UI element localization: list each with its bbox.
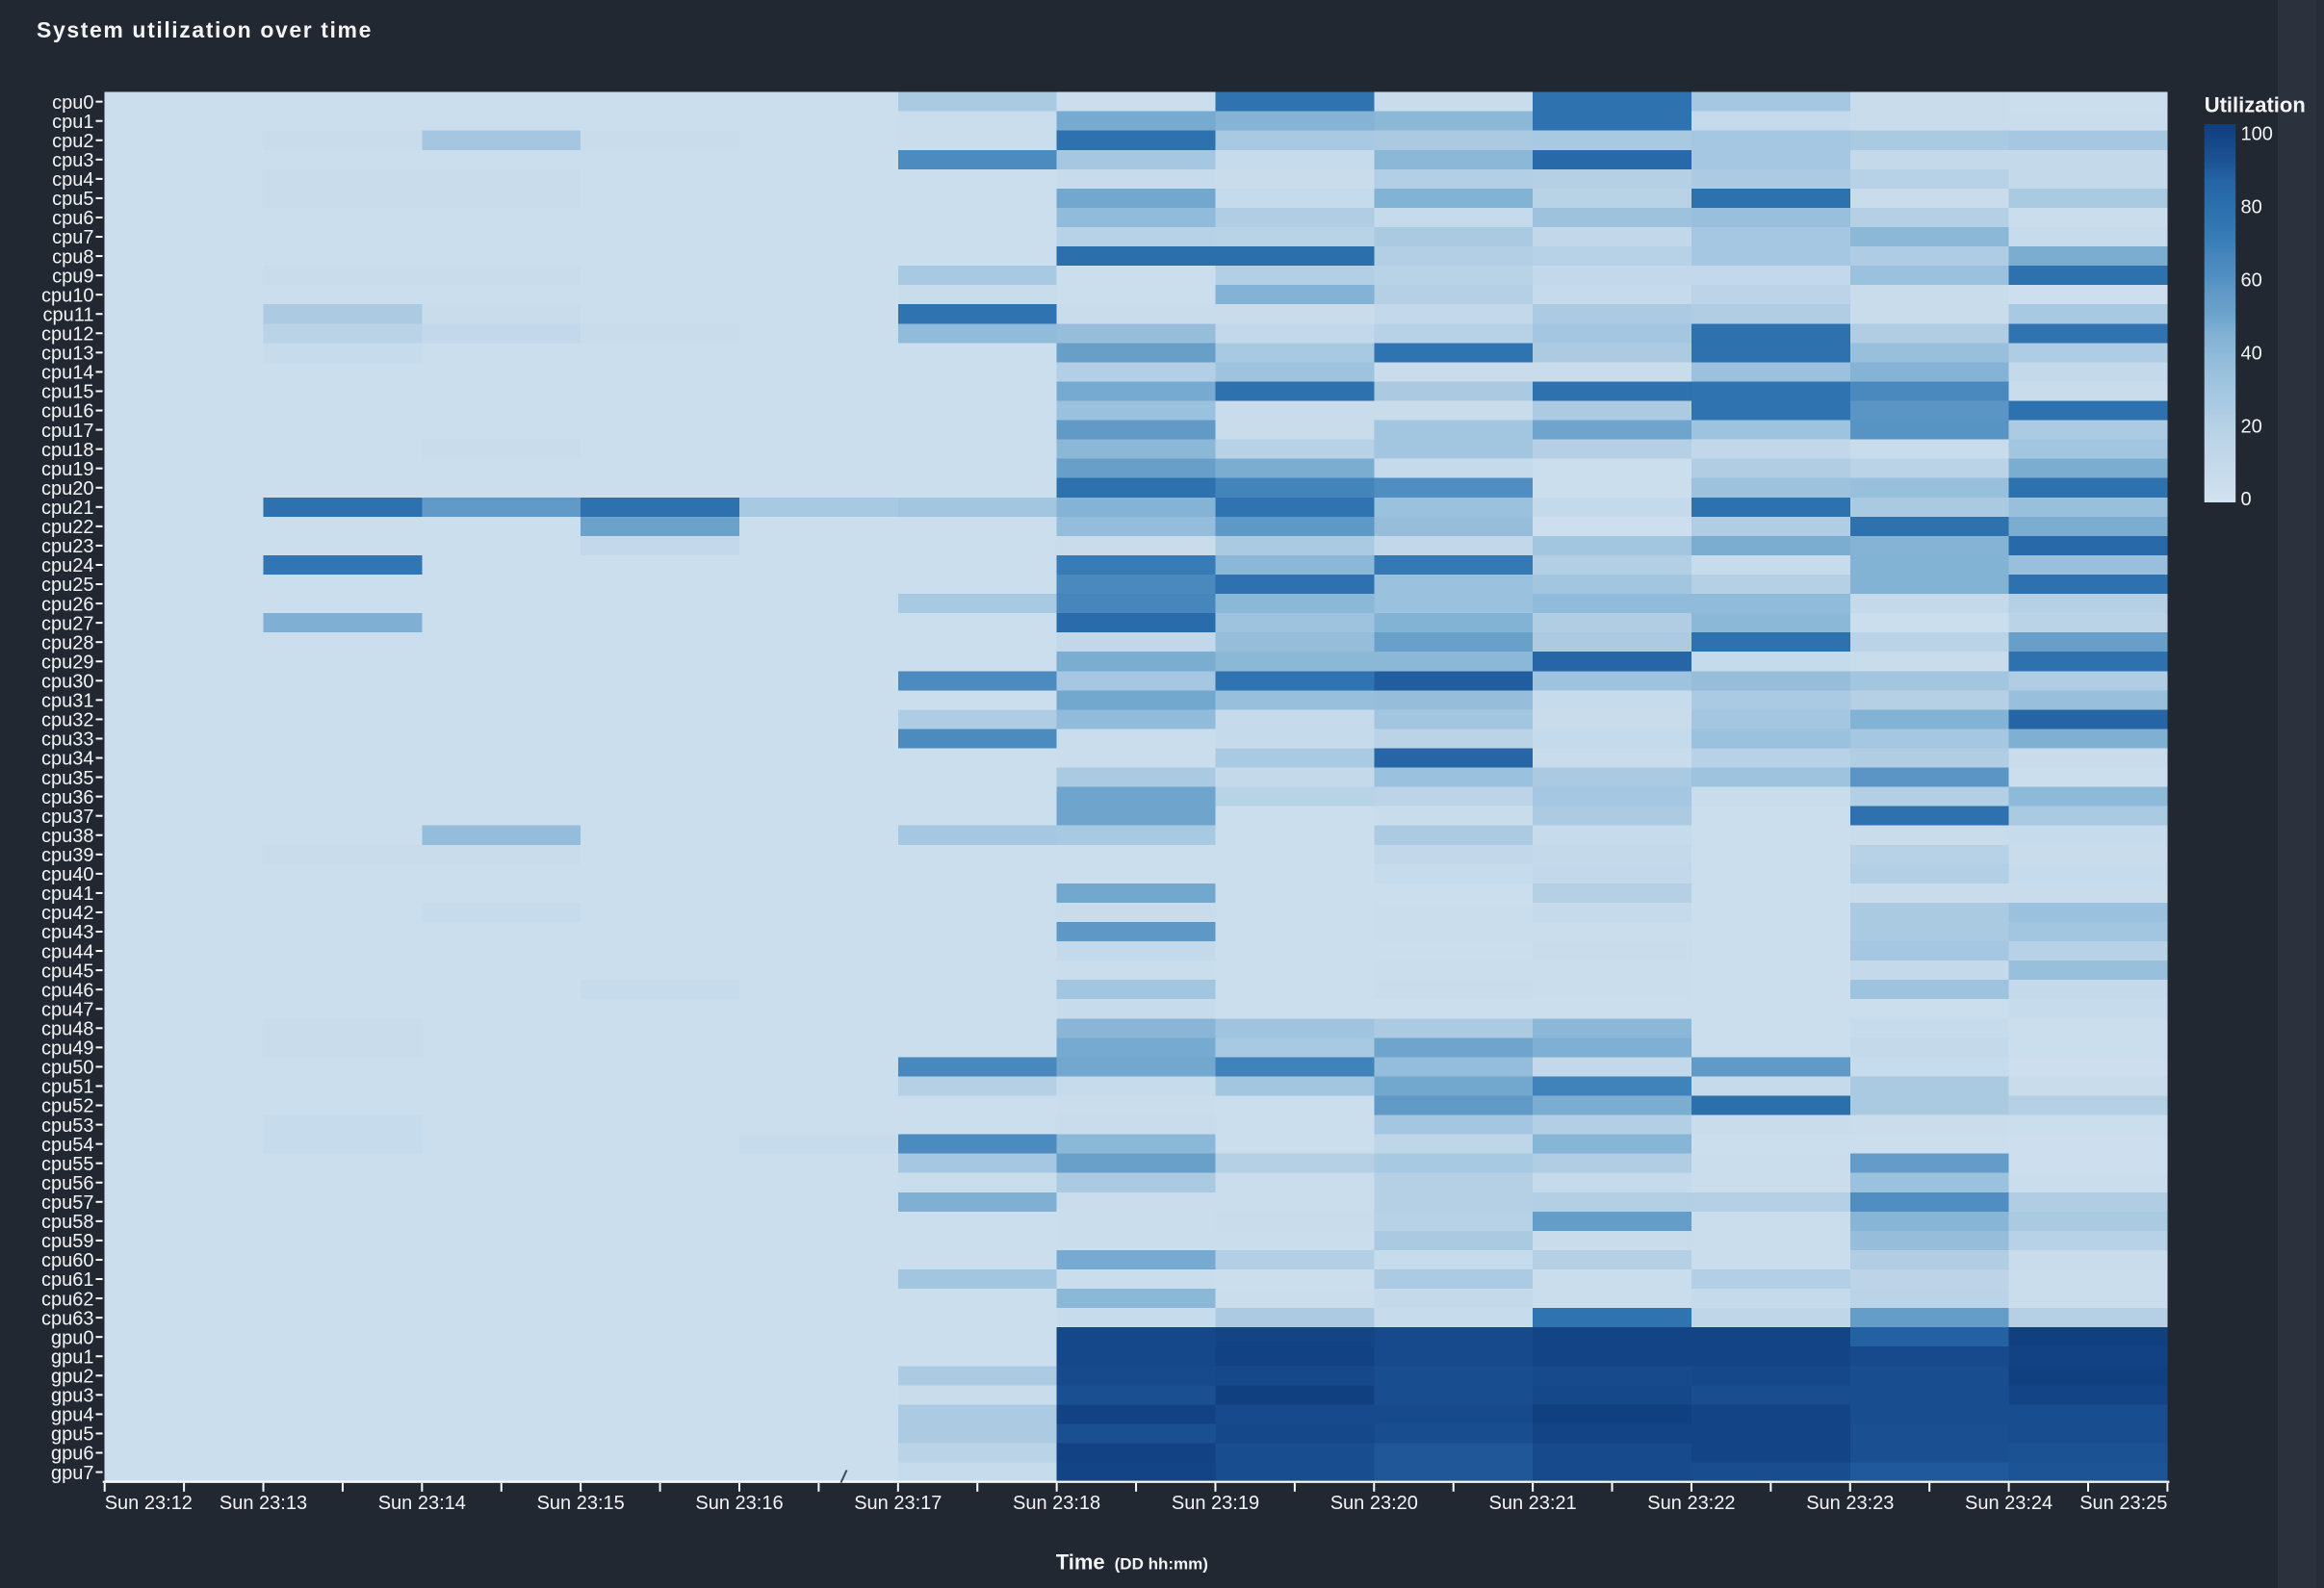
svg-text:cpu3: cpu3 bbox=[52, 150, 93, 171]
svg-text:cpu36: cpu36 bbox=[41, 787, 94, 808]
svg-text:cpu7: cpu7 bbox=[52, 227, 93, 248]
svg-text:System utilization over time: System utilization over time bbox=[37, 17, 373, 42]
svg-text:gpu0: gpu0 bbox=[51, 1327, 94, 1348]
svg-text:cpu54: cpu54 bbox=[41, 1135, 94, 1156]
svg-text:cpu31: cpu31 bbox=[41, 691, 94, 712]
svg-text:cpu13: cpu13 bbox=[41, 344, 94, 365]
svg-text:cpu47: cpu47 bbox=[41, 999, 94, 1020]
svg-text:Time(DD hh:mm): Time (DD hh:mm) bbox=[1056, 1550, 1208, 1574]
svg-text:cpu38: cpu38 bbox=[41, 826, 94, 847]
svg-text:Sun 23:25: Sun 23:25 bbox=[2079, 1493, 2167, 1514]
svg-text:Sun 23:24: Sun 23:24 bbox=[1965, 1493, 2053, 1514]
svg-text:cpu37: cpu37 bbox=[41, 807, 94, 828]
svg-text:gpu4: gpu4 bbox=[51, 1405, 94, 1426]
svg-text:cpu53: cpu53 bbox=[41, 1115, 94, 1137]
svg-text:cpu35: cpu35 bbox=[41, 768, 94, 789]
svg-text:60: 60 bbox=[2241, 270, 2262, 292]
svg-text:cpu25: cpu25 bbox=[41, 575, 94, 596]
svg-text:cpu28: cpu28 bbox=[41, 632, 94, 653]
svg-text:Sun 23:14: Sun 23:14 bbox=[378, 1493, 466, 1514]
svg-text:cpu51: cpu51 bbox=[41, 1077, 94, 1098]
svg-text:cpu19: cpu19 bbox=[41, 459, 94, 480]
svg-text:Sun 23:15: Sun 23:15 bbox=[537, 1493, 625, 1514]
svg-text:cpu55: cpu55 bbox=[41, 1154, 94, 1175]
svg-text:cpu44: cpu44 bbox=[41, 941, 94, 962]
svg-text:cpu34: cpu34 bbox=[41, 749, 94, 770]
svg-text:cpu60: cpu60 bbox=[41, 1250, 94, 1271]
svg-text:gpu6: gpu6 bbox=[51, 1444, 94, 1465]
svg-text:cpu58: cpu58 bbox=[41, 1212, 94, 1233]
svg-text:cpu59: cpu59 bbox=[41, 1231, 94, 1252]
svg-text:Utilization: Utilization bbox=[2205, 92, 2306, 116]
svg-text:cpu27: cpu27 bbox=[41, 613, 94, 634]
svg-text:cpu1: cpu1 bbox=[52, 112, 93, 133]
svg-text:cpu42: cpu42 bbox=[41, 903, 94, 924]
svg-text:cpu23: cpu23 bbox=[41, 536, 94, 557]
svg-text:gpu5: gpu5 bbox=[51, 1424, 94, 1446]
svg-text:80: 80 bbox=[2241, 197, 2262, 218]
svg-text:0: 0 bbox=[2241, 489, 2252, 510]
svg-text:cpu15: cpu15 bbox=[41, 382, 94, 403]
svg-text:gpu2: gpu2 bbox=[51, 1366, 94, 1387]
svg-text:cpu14: cpu14 bbox=[41, 363, 94, 384]
svg-text:cpu48: cpu48 bbox=[41, 1018, 94, 1039]
svg-text:Sun 23:17: Sun 23:17 bbox=[854, 1493, 942, 1514]
svg-text:cpu11: cpu11 bbox=[42, 304, 93, 325]
svg-text:gpu3: gpu3 bbox=[51, 1386, 94, 1407]
svg-text:cpu4: cpu4 bbox=[52, 169, 93, 191]
svg-text:Sun 23:23: Sun 23:23 bbox=[1806, 1493, 1894, 1514]
svg-text:cpu21: cpu21 bbox=[41, 498, 94, 519]
svg-text:Sun 23:22: Sun 23:22 bbox=[1647, 1493, 1735, 1514]
svg-text:40: 40 bbox=[2241, 343, 2262, 364]
svg-text:cpu33: cpu33 bbox=[41, 730, 94, 751]
svg-text:cpu61: cpu61 bbox=[41, 1269, 94, 1291]
svg-text:cpu16: cpu16 bbox=[41, 401, 94, 423]
svg-text:Sun 23:16: Sun 23:16 bbox=[695, 1493, 783, 1514]
svg-text:Sun 23:20: Sun 23:20 bbox=[1330, 1493, 1418, 1514]
svg-text:20: 20 bbox=[2241, 416, 2262, 437]
svg-text:cpu17: cpu17 bbox=[41, 421, 94, 442]
svg-text:cpu45: cpu45 bbox=[41, 960, 94, 982]
svg-text:cpu18: cpu18 bbox=[41, 440, 94, 461]
svg-text:cpu39: cpu39 bbox=[41, 845, 94, 866]
svg-text:Sun 23:21: Sun 23:21 bbox=[1488, 1493, 1576, 1514]
svg-text:cpu22: cpu22 bbox=[41, 517, 94, 538]
svg-text:cpu40: cpu40 bbox=[41, 864, 94, 885]
svg-text:Sun 23:12: Sun 23:12 bbox=[105, 1493, 193, 1514]
svg-text:100: 100 bbox=[2241, 124, 2273, 145]
svg-text:Sun 23:18: Sun 23:18 bbox=[1013, 1493, 1100, 1514]
svg-text:cpu10: cpu10 bbox=[41, 285, 94, 306]
svg-text:Sun 23:13: Sun 23:13 bbox=[219, 1493, 307, 1514]
svg-text:cpu46: cpu46 bbox=[41, 980, 94, 1001]
svg-text:cpu32: cpu32 bbox=[41, 710, 94, 731]
svg-text:cpu29: cpu29 bbox=[41, 652, 94, 673]
svg-text:cpu62: cpu62 bbox=[41, 1289, 94, 1310]
svg-text:cpu52: cpu52 bbox=[41, 1096, 94, 1117]
svg-text:cpu43: cpu43 bbox=[41, 922, 94, 943]
svg-text:Sun 23:19: Sun 23:19 bbox=[1172, 1493, 1259, 1514]
svg-text:cpu57: cpu57 bbox=[41, 1192, 94, 1214]
svg-text:gpu1: gpu1 bbox=[51, 1346, 94, 1368]
svg-text:cpu2: cpu2 bbox=[52, 131, 93, 152]
svg-text:cpu63: cpu63 bbox=[41, 1308, 94, 1329]
svg-text:cpu0: cpu0 bbox=[52, 92, 93, 114]
svg-text:cpu50: cpu50 bbox=[41, 1058, 94, 1079]
svg-text:cpu56: cpu56 bbox=[41, 1173, 94, 1194]
svg-text:cpu12: cpu12 bbox=[41, 323, 94, 345]
svg-text:cpu24: cpu24 bbox=[41, 555, 94, 576]
svg-text:gpu7: gpu7 bbox=[51, 1463, 94, 1484]
svg-text:cpu20: cpu20 bbox=[41, 478, 94, 499]
svg-text:cpu26: cpu26 bbox=[41, 594, 94, 615]
svg-text:cpu49: cpu49 bbox=[41, 1038, 94, 1060]
svg-text:cpu9: cpu9 bbox=[52, 266, 93, 287]
svg-text:cpu41: cpu41 bbox=[41, 884, 94, 905]
svg-text:cpu30: cpu30 bbox=[41, 671, 94, 692]
svg-text:cpu6: cpu6 bbox=[52, 208, 93, 229]
svg-text:cpu8: cpu8 bbox=[52, 246, 93, 268]
svg-text:cpu5: cpu5 bbox=[52, 189, 93, 210]
